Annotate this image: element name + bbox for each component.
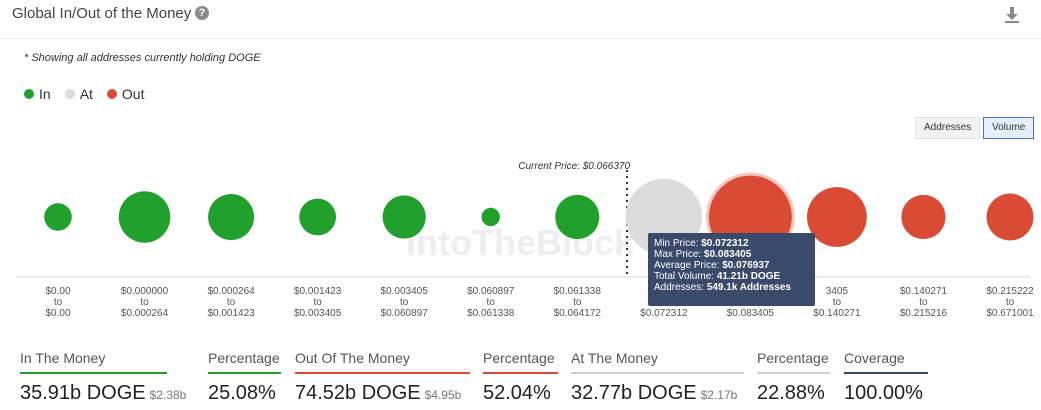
stat-value: 25.08% <box>208 382 276 404</box>
bucket-range-label: $0.083405 <box>727 308 775 319</box>
summary-stats: In The Money 35.91b DOGE $2.38b Percentag… <box>0 350 1041 410</box>
bucket-range-label: 3405 <box>826 286 849 297</box>
stat-label: Percentage <box>757 350 830 374</box>
current-price-label: Current Price: $0.066370 <box>518 161 630 172</box>
watermark: IntoTheBlock <box>406 222 635 263</box>
tooltip-min-price: Min Price: $0.072312 <box>654 238 749 249</box>
download-icon[interactable] <box>1002 5 1022 25</box>
stat-value: 35.91b DOGE $2.38b <box>20 382 187 404</box>
legend-at-label: At <box>79 86 93 102</box>
card-header: Global In/Out of the Money ? <box>0 0 1041 39</box>
bucket-range-label: $0.215216 <box>900 308 948 319</box>
bucket-range-label: to <box>487 297 496 308</box>
stat-label: Percentage <box>483 350 558 374</box>
bucket-range-label: $0.060897 <box>381 308 429 319</box>
bubble-in[interactable] <box>555 194 600 240</box>
tooltip-addresses: Addresses: 549.1k Addresses <box>654 282 791 293</box>
bucket-range-label: $0.001423 <box>207 308 255 319</box>
bucket-range-label: $0.000264 <box>207 286 255 297</box>
bubble-out[interactable] <box>807 187 867 247</box>
bucket-range-label: to <box>227 297 236 308</box>
stat-at-the-money: At The Money 32.77b DOGE $2.17b <box>571 350 744 405</box>
bucket-range-label: $0.000000 <box>121 286 169 297</box>
stat-label: Out Of The Money <box>295 350 470 374</box>
stat-value: 100.00% <box>844 382 923 404</box>
stat-label: At The Money <box>571 350 744 374</box>
stat-out-of-the-money: Out Of The Money 74.52b DOGE $4.95b <box>295 350 470 405</box>
legend-out[interactable]: Out <box>106 86 145 102</box>
stat-in-the-money: In The Money 35.91b DOGE $2.38b <box>20 350 186 405</box>
bucket-range-label: to <box>54 297 63 308</box>
stat-coverage: Coverage 100.00% <box>844 350 928 405</box>
help-icon[interactable]: ? <box>195 6 209 20</box>
legend-out-label: Out <box>121 86 145 102</box>
bucket-range-label: $0.671001 <box>986 308 1034 319</box>
bucket-range-label: to <box>1006 297 1015 308</box>
stat-value: 22.88% <box>757 382 825 404</box>
volume-toggle-button[interactable]: Volume <box>983 117 1035 139</box>
stat-at-percentage: Percentage 22.88% <box>757 350 830 405</box>
bubble-out[interactable] <box>901 194 946 240</box>
stat-value: 32.77b DOGE $2.17b <box>571 382 738 404</box>
bucket-range-label: $0.003405 <box>381 286 429 297</box>
bucket-range-label: $0.072312 <box>640 308 688 319</box>
bubble-in[interactable] <box>208 194 255 240</box>
legend-in-label: In <box>39 86 51 102</box>
bucket-range-label: to <box>573 297 582 308</box>
legend-at-dot <box>64 89 75 99</box>
bucket-range-label: $0.001423 <box>294 286 342 297</box>
legend: In At Out <box>24 86 145 102</box>
bucket-range-label: $0.060897 <box>467 286 515 297</box>
page-title: Global In/Out of the Money <box>12 5 192 22</box>
bucket-range-label: $0.140271 <box>900 286 948 297</box>
stat-value: 52.04% <box>483 382 551 404</box>
bubble-in[interactable] <box>382 195 426 239</box>
bucket-range-label: $0.000264 <box>121 308 169 319</box>
bucket-range-label: $0.061338 <box>467 308 515 319</box>
stat-label: Coverage <box>844 350 928 374</box>
bubble-in[interactable] <box>44 203 72 231</box>
bucket-range-label: $0.003405 <box>294 308 342 319</box>
tooltip-max-price: Max Price: $0.083405 <box>654 249 752 260</box>
bubble-in[interactable] <box>481 207 500 227</box>
bucket-tooltip: Min Price: $0.072312 Max Price: $0.08340… <box>648 233 815 306</box>
bucket-range-label: to <box>140 297 149 308</box>
holders-note: * Showing all addresses currently holdin… <box>24 52 261 64</box>
legend-at[interactable]: At <box>64 86 93 102</box>
stat-label: In The Money <box>20 350 167 374</box>
tooltip-total-volume: Total Volume: 41.21b DOGE <box>654 271 781 282</box>
stat-in-percentage: Percentage 25.08% <box>208 350 281 405</box>
bubble-in[interactable] <box>118 191 171 243</box>
stat-out-percentage: Percentage 52.04% <box>483 350 558 405</box>
addresses-toggle-button[interactable]: Addresses <box>915 117 981 139</box>
tooltip-average-price: Average Price: $0.076937 <box>654 260 770 271</box>
stat-value: 74.52b DOGE $4.95b <box>295 382 462 404</box>
bucket-range-label: $0.140271 <box>813 308 861 319</box>
bubble-in[interactable] <box>299 198 337 236</box>
bucket-range-label: to <box>833 297 842 308</box>
legend-in-dot <box>24 89 34 99</box>
bucket-range-label: $0.00 <box>45 286 70 297</box>
bucket-range-label: $0.00 <box>45 308 70 319</box>
in-out-money-chart: IntoTheBlock Current Price: $0.066370 $0… <box>16 161 1034 319</box>
legend-in[interactable]: In <box>24 86 51 102</box>
bucket-range-label: $0.064172 <box>554 308 602 319</box>
bucket-range-label: to <box>400 297 409 308</box>
bubble-out[interactable] <box>986 193 1034 241</box>
bucket-range-label: $0.215222 <box>986 286 1034 297</box>
bucket-range-label: to <box>919 297 928 308</box>
stat-label: Percentage <box>208 350 281 374</box>
bucket-range-label: to <box>313 297 322 308</box>
legend-out-dot <box>106 89 117 99</box>
bucket-range-label: $0.061338 <box>554 286 602 297</box>
